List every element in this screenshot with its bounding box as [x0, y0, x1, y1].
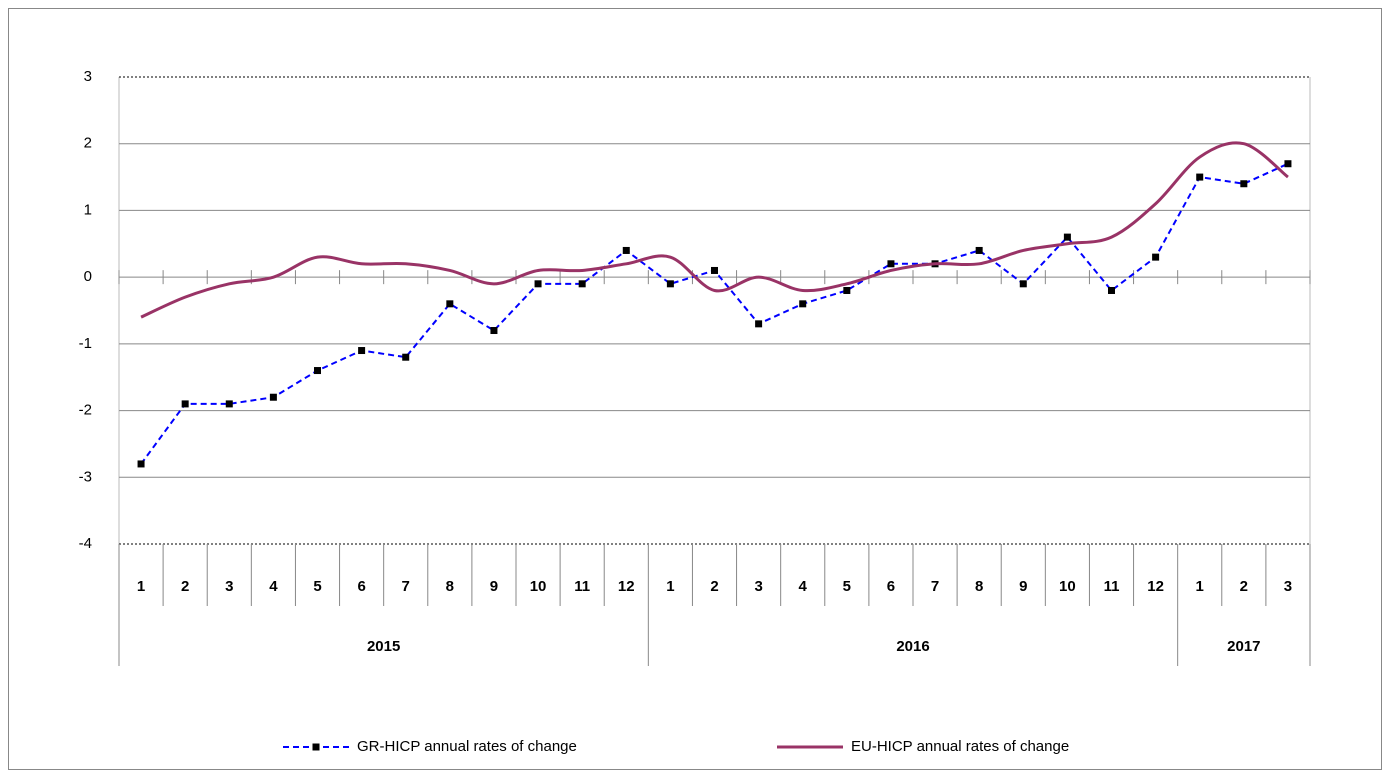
data-point	[181, 400, 189, 408]
data-point	[358, 347, 366, 355]
x-tick-label: 5	[313, 578, 321, 595]
x-tick-label: 9	[490, 578, 498, 595]
data-point	[446, 300, 454, 308]
data-point	[1152, 253, 1160, 261]
data-point	[755, 320, 763, 328]
x-tick-label: 6	[887, 578, 895, 595]
data-point	[799, 300, 807, 308]
group-label: 2015	[367, 638, 400, 655]
data-point	[1108, 286, 1115, 294]
x-tick-label: 3	[225, 578, 233, 595]
x-tick-label: 7	[402, 578, 410, 595]
x-tick-label: 12	[1147, 578, 1164, 595]
group-label: 2017	[1227, 638, 1260, 655]
data-point	[1240, 180, 1248, 188]
x-tick-label: 10	[1059, 578, 1076, 595]
data-point	[1196, 173, 1204, 181]
legend-label: EU-HICP annual rates of change	[851, 738, 1069, 755]
x-tick-label: 5	[843, 578, 851, 595]
x-tick-label: 4	[269, 578, 278, 595]
x-tick-label: 11	[574, 578, 590, 595]
x-tick-label: 6	[357, 578, 365, 595]
data-point	[137, 460, 145, 468]
y-tick-label: 0	[84, 268, 92, 285]
data-point	[975, 246, 983, 254]
data-point	[1284, 160, 1292, 168]
x-tick-label: 12	[618, 578, 635, 595]
y-tick-label: -3	[79, 468, 92, 485]
data-point	[314, 367, 321, 375]
data-point	[269, 393, 277, 401]
x-tick-label: 10	[530, 578, 547, 595]
data-point	[843, 286, 851, 294]
legend-label: GR-HICP annual rates of change	[357, 738, 577, 755]
x-tick-label: 11	[1104, 578, 1120, 595]
data-point	[578, 280, 586, 288]
data-point	[225, 400, 233, 408]
data-point	[666, 280, 674, 288]
group-label: 2016	[896, 638, 929, 655]
legend-marker	[312, 743, 320, 751]
x-tick-label: 1	[1196, 578, 1204, 595]
y-tick-label: 2	[84, 135, 92, 152]
x-tick-label: 8	[446, 578, 454, 595]
data-point	[1019, 280, 1027, 288]
x-tick-label: 2	[710, 578, 718, 595]
x-tick-label: 2	[1240, 578, 1248, 595]
x-tick-label: 2	[181, 578, 189, 595]
x-tick-label: 4	[799, 578, 808, 595]
x-tick-label: 1	[666, 578, 674, 595]
x-tick-label: 3	[754, 578, 762, 595]
x-tick-label: 1	[137, 578, 145, 595]
x-tick-label: 9	[1019, 578, 1027, 595]
chart-border	[8, 8, 1382, 770]
data-point	[490, 327, 498, 335]
x-tick-label: 7	[931, 578, 939, 595]
data-point	[887, 260, 895, 268]
y-tick-label: 3	[84, 68, 92, 85]
data-point	[1063, 233, 1071, 241]
data-point	[622, 246, 630, 254]
y-tick-label: -1	[79, 335, 92, 352]
data-point	[711, 266, 718, 274]
y-tick-label: 1	[84, 201, 92, 218]
x-tick-label: 8	[975, 578, 983, 595]
x-tick-label: 3	[1284, 578, 1292, 595]
data-point	[402, 353, 410, 361]
series-line	[140, 141, 1289, 319]
data-point	[534, 280, 542, 288]
y-tick-label: -2	[79, 402, 92, 419]
y-tick-label: -4	[79, 535, 92, 552]
